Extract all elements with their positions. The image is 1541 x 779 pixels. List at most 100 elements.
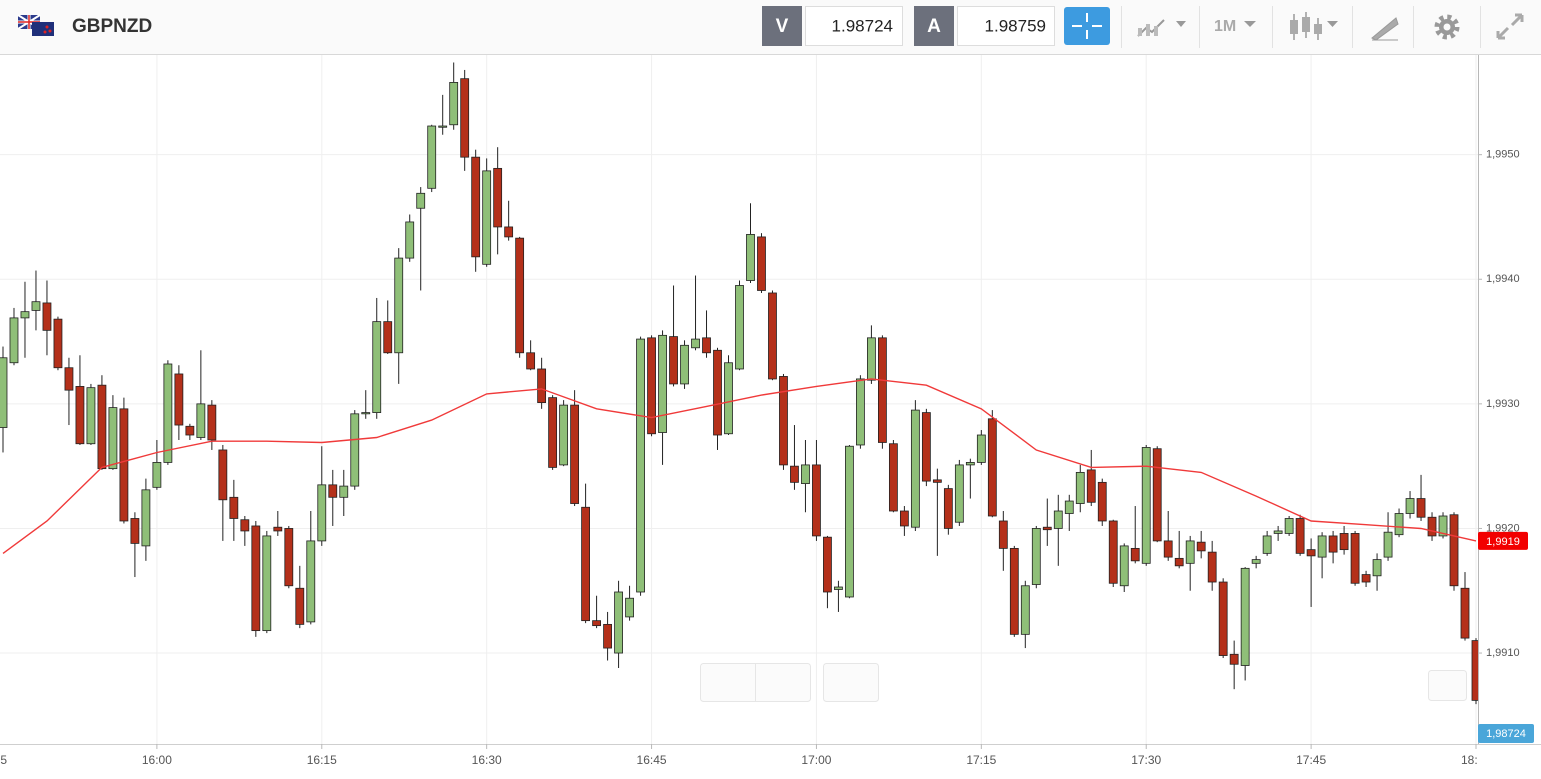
draw-tool-button[interactable]: [1371, 17, 1399, 41]
symbol: GBPNZD: [72, 16, 152, 37]
candle-body: [691, 338, 700, 349]
candle-body: [636, 338, 645, 593]
candle-body: [976, 434, 986, 463]
scroll-end-button[interactable]: [1428, 670, 1467, 701]
candle-body: [768, 292, 777, 380]
buy-button[interactable]: [914, 6, 954, 46]
crosshair-button[interactable]: [1064, 7, 1110, 45]
plot: [0, 62, 1478, 705]
candle-body: [570, 404, 580, 504]
candle-body: [306, 540, 316, 623]
candle-body: [31, 301, 41, 311]
candle-body: [834, 586, 843, 590]
grid: [0, 55, 1478, 744]
candle-body: [97, 384, 107, 470]
candle-body: [921, 412, 931, 482]
price-tag: [1478, 531, 1528, 550]
candle-body: [1218, 581, 1228, 656]
x-tick-label: 16:15: [307, 753, 337, 767]
candle-body: [845, 445, 854, 598]
candle-body: [1053, 510, 1063, 529]
candle-body: [1141, 447, 1151, 564]
candle-body: [713, 349, 722, 436]
candle-body: [801, 464, 810, 485]
candle-body: [856, 378, 865, 446]
candle-body: [1295, 518, 1305, 554]
candle-body: [372, 321, 382, 413]
header: GBPNZD V 1.98724 A 1.98759 1M: [0, 0, 1541, 55]
candle-body: [1020, 585, 1030, 635]
sell-price-box[interactable]: [805, 6, 903, 46]
settings-button[interactable]: [1434, 14, 1460, 40]
candle-body: [603, 623, 612, 649]
candle-body: [1383, 531, 1393, 558]
candle-body: [1042, 526, 1052, 531]
candle-body: [537, 368, 547, 404]
candle-body: [1284, 518, 1294, 534]
candle-body: [460, 78, 470, 158]
candle-body: [427, 125, 437, 189]
candle-style-button[interactable]: [1290, 12, 1338, 40]
candle-body: [658, 334, 667, 433]
candle-body: [998, 520, 1008, 549]
candle-body: [350, 413, 360, 487]
candle-body: [152, 462, 162, 488]
candle-body: [1460, 587, 1470, 639]
candle-body: [888, 443, 898, 512]
candle-body: [878, 337, 887, 443]
y-tick-label: 1,9920: [1486, 522, 1520, 534]
candle-body: [1086, 469, 1096, 503]
x-tick-label: 15:45: [0, 753, 7, 767]
candle-body: [965, 462, 975, 466]
candle-body: [669, 336, 678, 385]
buy-label: A: [927, 16, 941, 37]
candle-body: [119, 408, 129, 522]
candle-body: [954, 464, 964, 523]
candle-body: [1174, 557, 1184, 567]
candle-body: [812, 464, 821, 537]
timeframe[interactable]: 1M: [1214, 18, 1236, 35]
candle-body: [680, 344, 689, 385]
candle-body: [328, 484, 338, 498]
candle-body: [504, 226, 514, 238]
candle-body: [1372, 559, 1382, 577]
candle-body: [64, 367, 74, 391]
candle-body: [899, 510, 909, 527]
y-tick-label: 1,9930: [1486, 398, 1520, 410]
candle-body: [42, 302, 52, 331]
x-axis: 15:45 16:00 16:15 16:30 16:45 17:00 17:15 17:30…: [0, 744, 1478, 767]
candle-body: [196, 403, 206, 438]
candle-body: [1152, 448, 1162, 542]
candle-body: [273, 526, 283, 532]
sell-button[interactable]: [762, 6, 802, 46]
candle-body: [1416, 498, 1426, 518]
candle-body: [735, 285, 744, 370]
x-tick-label: 17:30: [1131, 753, 1161, 767]
candle-body: [1405, 498, 1415, 514]
candle-body: [207, 404, 217, 441]
candle-body: [867, 337, 876, 381]
candle-body: [559, 404, 569, 466]
candle-body: [1097, 481, 1107, 522]
y-tick-label: 1,9910: [1486, 647, 1520, 659]
buy-price-box[interactable]: [957, 6, 1055, 46]
candle-body: [295, 587, 305, 625]
chart-type-button[interactable]: [1137, 19, 1186, 37]
x-tick-label: 17:00: [801, 753, 831, 767]
candle-body: [1306, 549, 1316, 557]
candle-body: [141, 489, 151, 547]
reset-button[interactable]: [823, 663, 879, 702]
candle-body: [1075, 471, 1085, 504]
candle-body: [1207, 551, 1217, 583]
candle-body: [185, 425, 195, 436]
candle-body: [581, 506, 590, 622]
fullscreen-button[interactable]: [1496, 13, 1524, 40]
candle-body: [438, 125, 448, 128]
candle-body: [1317, 535, 1327, 558]
candle-body: [75, 386, 85, 445]
candle-body: [339, 485, 349, 498]
candle-body: [515, 237, 525, 354]
candle-body: [1339, 533, 1349, 551]
